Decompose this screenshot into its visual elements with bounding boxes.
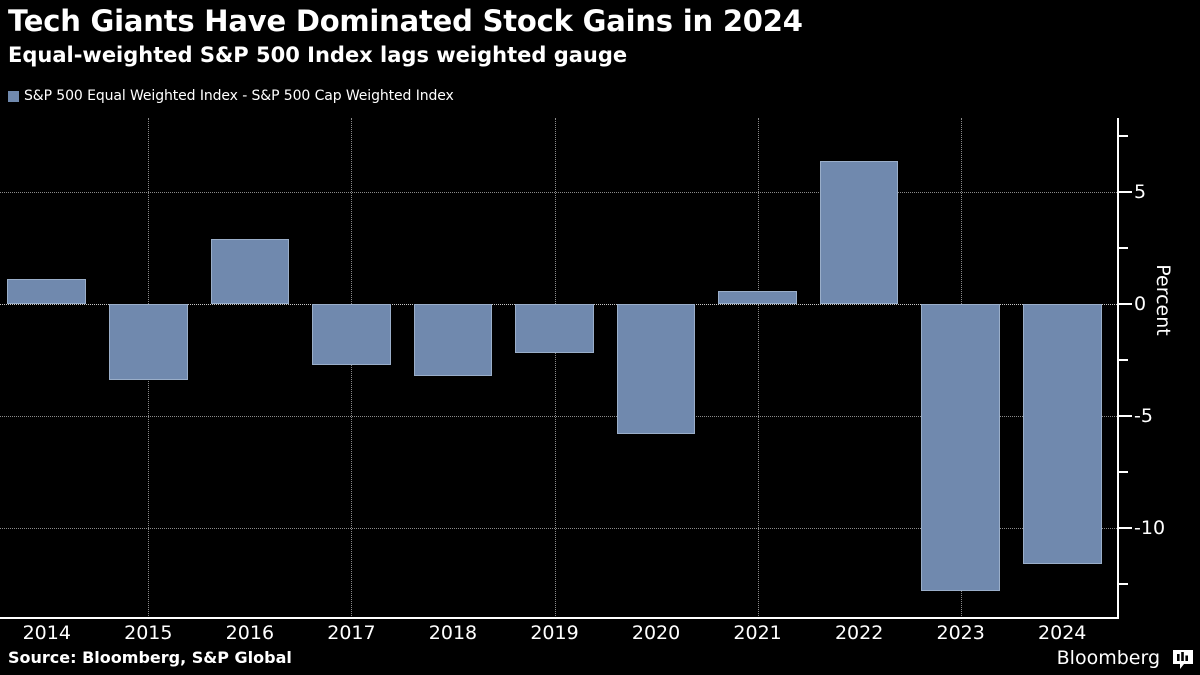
x-tick-label: 2023: [936, 622, 985, 644]
source-note: Source: Bloomberg, S&P Global: [8, 648, 292, 667]
y-tick-label: 5: [1134, 180, 1147, 203]
plot-area: [0, 118, 1117, 618]
y-tick-major: [1119, 190, 1132, 193]
x-tick-label: 2014: [22, 622, 71, 644]
bar-2020[interactable]: [616, 304, 696, 435]
bar-2017[interactable]: [312, 304, 391, 365]
x-tick-label: 2022: [834, 622, 884, 644]
y-tick-minor: [1119, 247, 1128, 250]
legend-item-label: S&P 500 Equal Weighted Index - S&P 500 C…: [24, 88, 454, 104]
y-tick-label: -5: [1134, 405, 1153, 428]
y-axis-line: [1117, 118, 1119, 618]
y-tick-label: -10: [1134, 517, 1166, 540]
x-tick-label: 2021: [733, 622, 782, 644]
page-title: Tech Giants Have Dominated Stock Gains i…: [8, 4, 803, 38]
bar-2016[interactable]: [210, 239, 290, 305]
x-tick-label: 2017: [327, 622, 376, 644]
chart-footer: Source: Bloomberg, S&P Global Bloomberg: [0, 645, 1200, 675]
bar-2021[interactable]: [718, 290, 797, 305]
y-tick-minor: [1119, 471, 1128, 474]
x-tick-label: 2018: [428, 622, 478, 644]
y-tick-minor: [1119, 583, 1128, 586]
bar-2023[interactable]: [921, 304, 1001, 592]
bar-2024[interactable]: [1022, 304, 1102, 565]
page-subtitle: Equal-weighted S&P 500 Index lags weight…: [8, 43, 628, 67]
chart-header: Tech Giants Have Dominated Stock Gains i…: [8, 0, 1192, 68]
bar-2014[interactable]: [7, 279, 87, 305]
chart-legend: S&P 500 Equal Weighted Index - S&P 500 C…: [8, 88, 454, 104]
y-tick-major: [1119, 415, 1132, 418]
y-tick-minor: [1119, 359, 1128, 362]
bar-2022[interactable]: [819, 160, 899, 305]
gridline-vertical: [757, 118, 759, 618]
y-tick-minor: [1119, 134, 1128, 137]
bar-2018[interactable]: [413, 304, 493, 376]
y-axis-title: Percent: [1151, 264, 1174, 336]
plot-inner: [0, 118, 1117, 618]
y-tick-major: [1119, 303, 1132, 306]
x-tick-label: 2020: [631, 622, 681, 644]
gridline-horizontal: [0, 191, 1117, 193]
gridline-vertical: [554, 118, 556, 618]
x-tick-label: 2016: [225, 622, 275, 644]
bar-2019[interactable]: [515, 304, 594, 354]
x-tick-label: 2024: [1038, 622, 1087, 644]
x-axis-line: [0, 617, 1119, 619]
legend-swatch-icon: [8, 90, 19, 102]
gridline-horizontal: [0, 528, 1117, 530]
gridline-vertical: [351, 118, 353, 618]
gridline-horizontal: [0, 416, 1117, 418]
bar-2015[interactable]: [108, 304, 188, 381]
x-tick-label: 2019: [530, 622, 579, 644]
y-tick-major: [1119, 527, 1132, 530]
bloomberg-logo-icon: [1173, 650, 1193, 669]
x-tick-label: 2015: [124, 622, 173, 644]
y-tick-label: 0: [1134, 293, 1147, 316]
brand-label: Bloomberg: [1056, 647, 1160, 669]
